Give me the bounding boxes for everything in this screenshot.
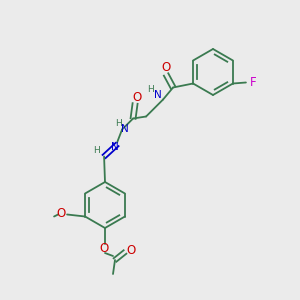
Text: O: O (56, 207, 66, 220)
Text: H: H (93, 146, 100, 155)
Text: N: N (111, 142, 119, 152)
Text: O: O (126, 244, 136, 257)
Text: O: O (99, 242, 109, 254)
Text: N: N (121, 124, 129, 134)
Text: O: O (133, 91, 142, 104)
Text: O: O (161, 61, 171, 74)
Text: H: H (115, 119, 122, 128)
Text: H: H (147, 85, 154, 94)
Text: F: F (250, 76, 256, 89)
Text: N: N (154, 89, 162, 100)
